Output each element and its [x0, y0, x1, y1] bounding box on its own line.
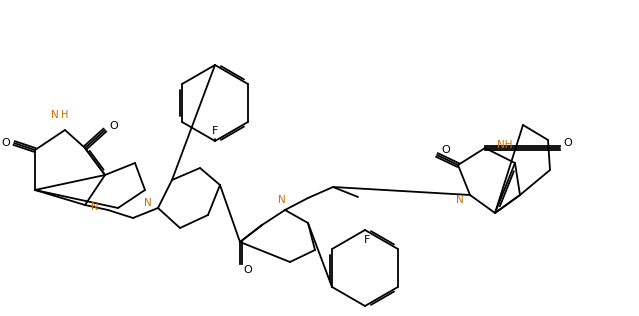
Text: N: N: [144, 198, 152, 208]
Text: H: H: [61, 110, 68, 120]
Text: F: F: [212, 126, 218, 136]
Text: N: N: [51, 110, 59, 120]
Text: O: O: [442, 145, 450, 155]
Text: N: N: [456, 195, 464, 205]
Text: O: O: [110, 121, 118, 131]
Text: O: O: [564, 138, 573, 148]
Text: O: O: [2, 138, 10, 148]
Text: F: F: [364, 235, 370, 245]
Text: N: N: [278, 195, 286, 205]
Text: NH: NH: [497, 140, 512, 150]
Text: N: N: [91, 202, 99, 212]
Text: O: O: [243, 265, 252, 275]
